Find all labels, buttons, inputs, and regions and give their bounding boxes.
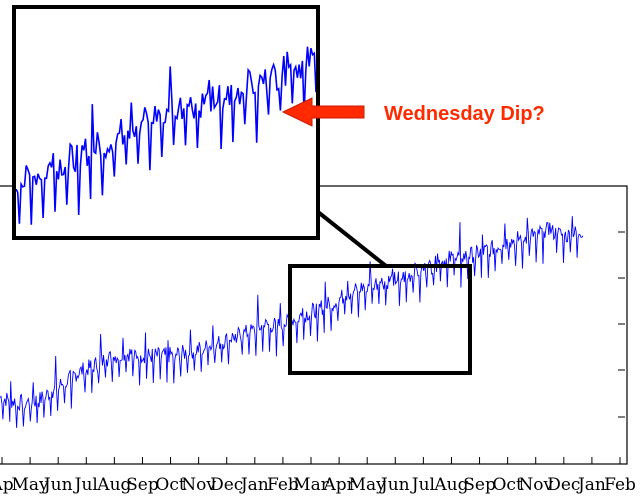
- x-ticks: [1, 457, 621, 464]
- x-tick-label: Dec: [547, 475, 580, 495]
- x-tick-label: Feb: [267, 475, 299, 495]
- zoom-region-box: [288, 264, 472, 375]
- x-tick-label: Jun: [42, 475, 73, 495]
- x-tick-label: Dec: [210, 475, 243, 495]
- x-tick-label: Aug: [96, 475, 131, 495]
- y-ticks-right: [618, 231, 625, 418]
- inset-background: [14, 7, 318, 238]
- x-tick-label: Nov: [181, 475, 216, 495]
- inset-series-line: [15, 46, 317, 225]
- x-tick-label: Sep: [126, 475, 159, 495]
- x-tick-labels: ApMayJunJulAugSepOctNovDecJanFebMarAprMa…: [0, 475, 636, 495]
- x-tick-label: Jan: [576, 475, 606, 495]
- x-tick-label: Oct: [155, 475, 185, 495]
- x-tick-label: Sep: [463, 475, 496, 495]
- x-tick-label: Jul: [73, 475, 98, 495]
- x-tick-label: Ap: [0, 475, 14, 495]
- x-tick-label: Aug: [433, 475, 468, 495]
- annotation-arrow: [281, 97, 365, 127]
- x-tick-label: Jul: [410, 475, 435, 495]
- zoom-connector-line: [316, 210, 388, 268]
- annotation-text: Wednesday Dip?: [384, 103, 545, 125]
- x-tick-label: Oct: [492, 475, 522, 495]
- inset-series: [15, 46, 317, 225]
- x-tick-label: Jun: [379, 475, 410, 495]
- x-tick-label: Mar: [293, 475, 330, 495]
- x-tick-label: Feb: [604, 475, 636, 495]
- inset-frame: [12, 5, 320, 240]
- x-tick-label: May: [12, 475, 50, 495]
- x-tick-label: Nov: [518, 475, 553, 495]
- x-tick-label: May: [349, 475, 387, 495]
- x-tick-label: Jan: [239, 475, 269, 495]
- x-tick-label: Apr: [322, 475, 355, 495]
